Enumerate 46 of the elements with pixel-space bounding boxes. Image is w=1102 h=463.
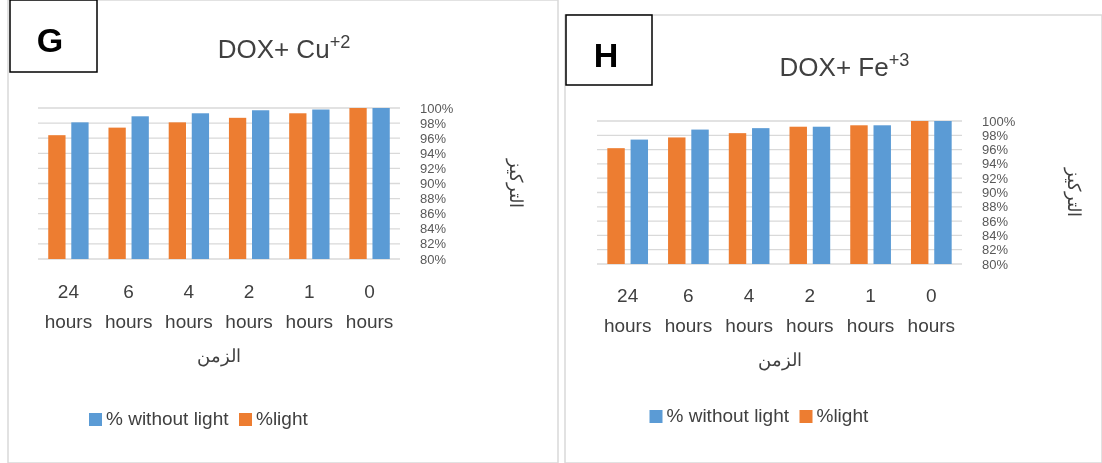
y-tick-label: 84% (982, 227, 1009, 243)
legend-label: % without light (666, 405, 790, 426)
y-tick-label: 96% (982, 142, 1009, 158)
chart-title: DOX+ Fe$^{+3}$ (779, 50, 910, 82)
y-tick-label: 80% (982, 256, 1009, 272)
text: G (36, 21, 64, 59)
legend-label: %light (816, 405, 869, 426)
y-tick-label: 92% (420, 160, 447, 176)
x-tick-label: 2 hours (225, 281, 273, 332)
y-tick-label: 94% (982, 156, 1009, 172)
y-tick-label: 86% (420, 206, 447, 222)
x-tick-label: 24 hours (44, 281, 93, 332)
x-axis-title: الزمن (757, 350, 802, 371)
y-axis-title: التركيز (1063, 167, 1084, 217)
y-tick-label: 88% (420, 191, 447, 207)
x-axis-title: الزمن (197, 346, 241, 367)
y-tick-label: 96% (420, 130, 447, 146)
y-tick-label: 100% (982, 113, 1016, 129)
y-tick-label: 82% (982, 242, 1009, 258)
y-tick-label: 82% (420, 236, 447, 252)
y-tick-label: 98% (982, 127, 1009, 143)
x-tick-label: 1 hours (846, 285, 895, 336)
x-tick-label: 1 hours (285, 281, 334, 332)
x-tick-label: 0 hours (345, 281, 394, 332)
y-tick-label: 98% (420, 115, 447, 131)
y-tick-label: 88% (982, 199, 1009, 215)
y-tick-label: 92% (982, 170, 1009, 186)
x-tick-label: 6 hours (664, 285, 713, 336)
legend-label: %light (256, 408, 309, 429)
x-tick-label: 0 hours (907, 285, 956, 336)
y-tick-label: 90% (982, 185, 1009, 201)
y-tick-label: 100% (420, 100, 454, 116)
y-axis-title: التركيز (505, 158, 526, 208)
text: H (593, 36, 619, 74)
y-tick-label: 90% (420, 176, 447, 192)
x-tick-label: 4 hours (725, 285, 773, 336)
chart-title: DOX+ Cu$^{+2}$ (217, 32, 351, 64)
x-tick-label: 24 hours (603, 285, 652, 336)
y-tick-label: 84% (420, 221, 447, 237)
x-tick-label: 6 hours (104, 281, 153, 332)
y-tick-label: 86% (982, 213, 1009, 229)
legend-label: % without light (106, 408, 230, 429)
y-tick-label: 94% (420, 145, 447, 161)
x-tick-label: 2 hours (786, 285, 834, 336)
y-tick-label: 80% (420, 251, 447, 267)
x-tick-label: 4 hours (165, 281, 213, 332)
